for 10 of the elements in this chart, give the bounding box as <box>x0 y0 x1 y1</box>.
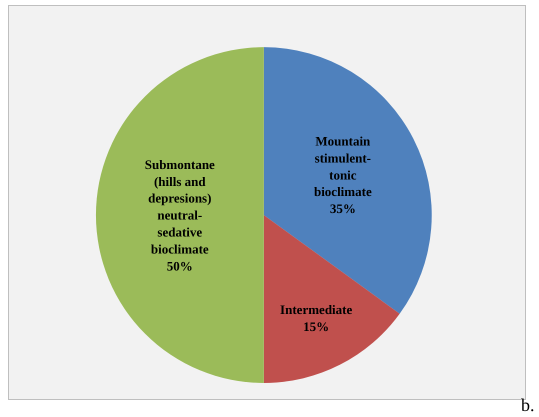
slice-label: Submontane (hills and depresions) neutral- sedative bioclimate <box>144 156 216 256</box>
data-label: 15% <box>303 318 330 334</box>
pie-slice <box>264 215 400 383</box>
pie-slice <box>264 47 432 314</box>
text: b. <box>521 395 534 415</box>
slice-label: Mountain stimulent- tonic bioclimate <box>314 133 372 200</box>
slice-label: Intermediate <box>280 302 352 318</box>
pie-slice <box>96 47 264 383</box>
data-label: 35% <box>330 201 356 216</box>
data-label: 50% <box>166 258 193 274</box>
